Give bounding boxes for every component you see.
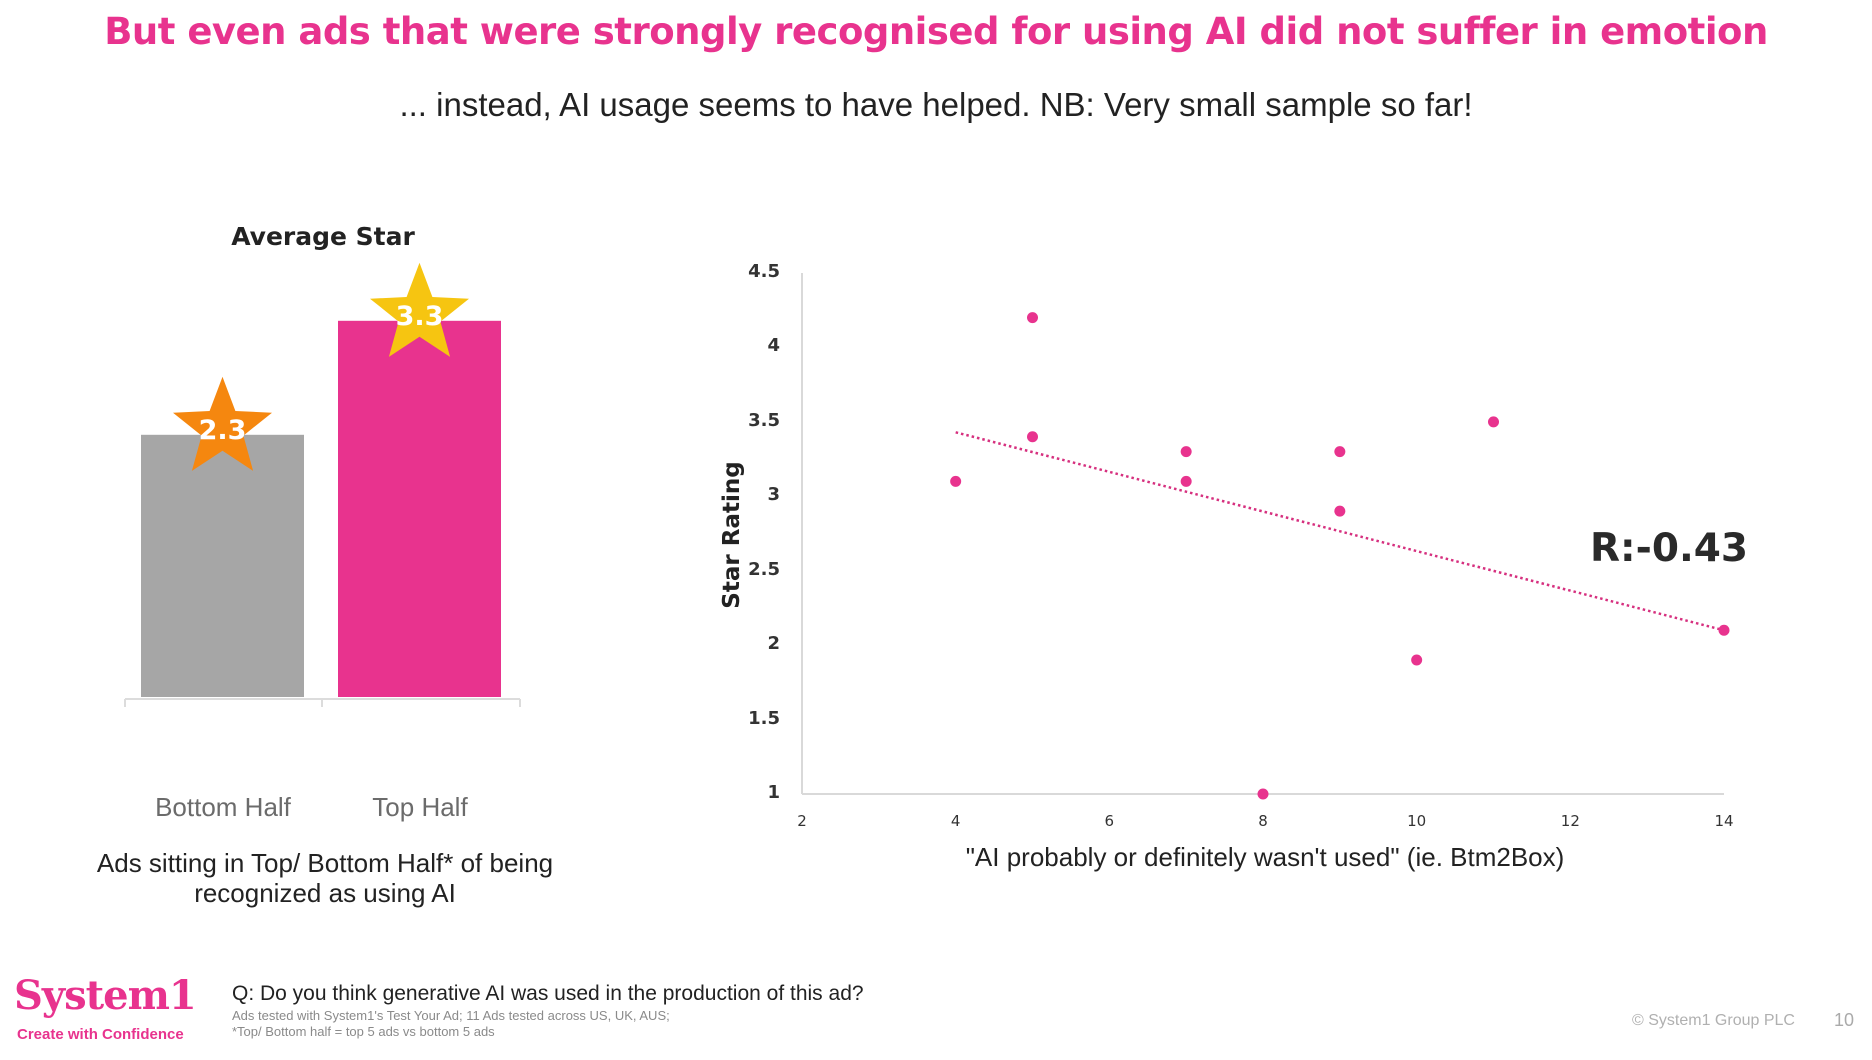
x-tick-label: 14 <box>1714 812 1734 830</box>
scatter-point <box>1027 312 1038 324</box>
copyright-text: © System1 Group PLC <box>1632 1012 1795 1029</box>
bar <box>338 320 501 697</box>
x-tick-label: 8 <box>1258 812 1268 830</box>
x-tick-label: 2 <box>797 812 807 830</box>
scatter-point <box>1180 446 1192 458</box>
scatter-point <box>1334 446 1346 458</box>
bar-value-label: 2.3 <box>199 415 247 446</box>
x-tick-label: 10 <box>1407 812 1427 830</box>
slide-subtitle: ... instead, AI usage seems to have help… <box>399 86 1473 123</box>
scatter-point <box>1027 431 1038 443</box>
y-tick-label: 3.5 <box>748 409 780 431</box>
star-icon <box>173 376 272 471</box>
y-axis-label: Star Rating <box>719 461 745 609</box>
correlation-annotation: R:-0.43 <box>1590 526 1749 571</box>
survey-question: Q: Do you think generative AI was used i… <box>232 982 864 1005</box>
bar-chart-title: Average Star <box>231 222 415 251</box>
y-tick-label: 1 <box>767 782 780 803</box>
slide-title: But even ads that were strongly recognis… <box>104 10 1768 53</box>
y-tick-label: 1.5 <box>748 707 780 729</box>
x-tick-label: 12 <box>1560 812 1580 830</box>
footnote: Ads tested with System1's Test Your Ad; … <box>232 1008 670 1023</box>
scatter-point <box>1334 505 1346 517</box>
y-tick-label: 4 <box>767 335 780 357</box>
y-tick-label: 3 <box>767 484 780 506</box>
scatter-point <box>1257 788 1269 800</box>
scatter-point <box>1718 624 1730 636</box>
y-tick-label: 4.5 <box>748 261 780 282</box>
scatter-point <box>1180 475 1192 487</box>
footnote: *Top/ Bottom half = top 5 ads vs bottom … <box>232 1024 495 1039</box>
bar-value-label: 3.3 <box>396 301 444 332</box>
trendline <box>955 431 1725 632</box>
scatter-point <box>1488 416 1499 428</box>
x-tick-label: 6 <box>1104 812 1115 830</box>
y-tick-label: 2 <box>767 633 780 655</box>
page-number: 10 <box>1834 1010 1855 1030</box>
bar-category-label: Top Half <box>372 792 468 822</box>
bar-category-label: Bottom Half <box>155 792 291 822</box>
system1-logo: System1 <box>14 972 197 1019</box>
x-tick-label: 4 <box>950 812 961 830</box>
y-tick-label: 2.5 <box>748 558 780 580</box>
scatter-point <box>950 475 962 487</box>
bar <box>141 434 304 697</box>
logo-tagline: Create with Confidence <box>17 1026 184 1043</box>
star-icon <box>370 262 469 357</box>
scatter-point <box>1411 654 1423 666</box>
x-axis-label: "AI probably or definitely wasn't used" … <box>965 842 1565 872</box>
bar-chart-caption: Ads sitting in Top/ Bottom Half* of bein… <box>96 848 554 908</box>
